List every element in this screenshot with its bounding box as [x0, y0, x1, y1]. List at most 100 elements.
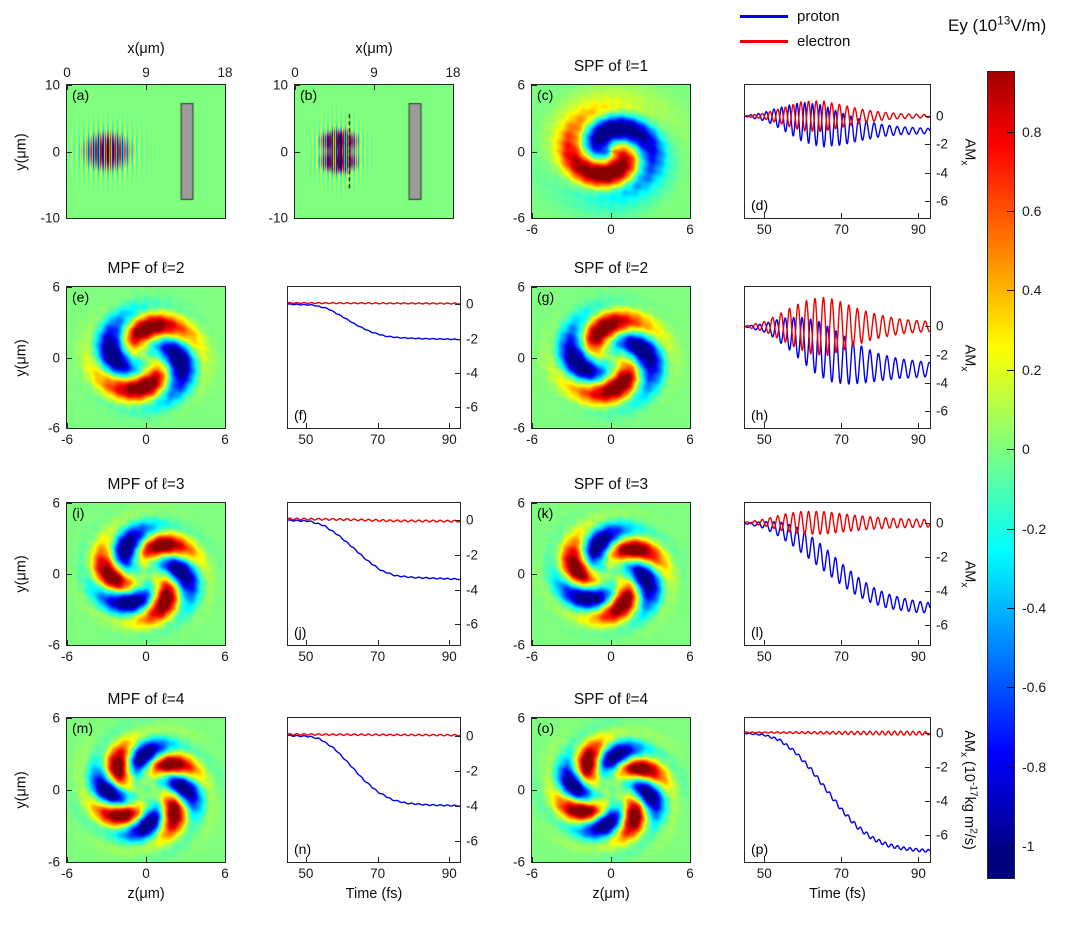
y-tick-label: -6	[466, 616, 479, 632]
x-tick-mark	[225, 85, 226, 90]
series-electron	[745, 510, 930, 535]
y-tick-mark	[455, 407, 460, 409]
line-plot-j	[288, 517, 460, 581]
x-tick-mark	[305, 857, 307, 862]
x-tick-mark	[611, 213, 612, 218]
y-axis-label: y(μm)	[14, 771, 30, 809]
y-tick-label: -6	[936, 193, 949, 209]
series-electron	[745, 296, 930, 357]
x-tick-mark	[690, 857, 691, 862]
x-tick-label: 0	[607, 222, 615, 237]
panel-title: SPF of ℓ=3	[573, 476, 649, 493]
y-axis-label: y(μm)	[14, 338, 30, 377]
y-tick-label: 0	[936, 515, 944, 531]
series-proton	[745, 732, 930, 853]
x-tick-mark	[611, 640, 612, 645]
x-tick-mark	[532, 423, 533, 428]
y-tick-mark	[925, 326, 930, 328]
y-tick-mark	[532, 287, 537, 288]
series-proton	[745, 101, 930, 148]
series-proton	[288, 519, 460, 581]
colorbar-gradient	[988, 72, 1014, 878]
x-tick-label: 90	[441, 649, 457, 664]
y-tick-mark	[455, 589, 460, 591]
x-tick-label: 50	[756, 222, 772, 237]
x-tick-label: 6	[221, 432, 229, 447]
panel-letter-label: (k)	[537, 505, 554, 521]
y-tick-mark	[67, 357, 72, 359]
x-tick-mark	[67, 640, 68, 645]
colorbar-tick-label: 0	[1022, 441, 1030, 458]
colorbar-tick-label: -0.6	[1022, 679, 1047, 696]
x-tick-mark	[146, 85, 147, 90]
y-tick-label: 0	[466, 296, 474, 312]
electron-line-swatch	[740, 40, 788, 43]
panel-letter-label: (e)	[72, 289, 90, 305]
y-tick-mark	[67, 790, 72, 791]
y-tick-label: -6	[936, 403, 949, 419]
y-tick-mark	[532, 862, 537, 863]
y-tick-label: -6	[47, 637, 60, 653]
colorbar-title: Ey (1013V/m)	[948, 13, 1047, 35]
colorbar-tick-mark	[1007, 290, 1014, 292]
vortex-field-canvas-m	[67, 718, 225, 862]
panel-title: MPF of ℓ=3	[107, 476, 185, 493]
panel-b: 0 9 18 -10 0 10 (b) x(μm)	[268, 41, 460, 226]
series-electron	[288, 517, 460, 523]
vortex-field-canvas-g	[532, 287, 690, 428]
x-tick-label: 70	[833, 649, 849, 664]
line-plot-f	[288, 301, 460, 341]
y-tick-mark	[67, 574, 72, 575]
vortex-field-canvas-i	[67, 503, 225, 645]
panel-letter-label: (d)	[751, 197, 769, 213]
y-tick-mark	[925, 624, 930, 626]
x-axis-label: z(μm)	[592, 886, 630, 902]
y-tick-label: -6	[47, 854, 60, 870]
y-tick-mark	[925, 144, 930, 146]
colorbar-tick-mark	[1007, 687, 1014, 689]
vortex-field-canvas-e	[67, 287, 225, 428]
y-tick-label: -6	[512, 854, 525, 870]
y-tick-label: -4	[936, 165, 949, 181]
y-tick-mark	[532, 574, 537, 575]
x-tick-mark	[374, 85, 375, 90]
x-tick-mark	[918, 423, 920, 428]
x-tick-mark	[449, 857, 451, 862]
panel-i: -6 0 6 -6 0 6 MPF of ℓ=3 (i) y(μm)	[14, 476, 229, 664]
x-tick-label: -6	[525, 432, 539, 447]
colorbar-tick-label: 0.8	[1022, 123, 1042, 140]
y-tick-mark	[532, 218, 537, 219]
colorbar-tick-label: 0.6	[1022, 202, 1042, 219]
y-tick-label: 6	[517, 77, 525, 93]
colorbar-tick-label: -0.4	[1022, 600, 1047, 616]
series-proton	[288, 303, 460, 341]
x-tick-label: 18	[445, 65, 461, 80]
y-tick-mark	[295, 85, 300, 86]
x-tick-mark	[67, 423, 68, 428]
series-electron	[288, 732, 460, 737]
x-tick-label: 9	[142, 65, 150, 80]
y-tick-label: -2	[936, 759, 949, 775]
x-tick-mark	[225, 640, 226, 645]
panel-letter-label: (i)	[72, 505, 85, 521]
y-tick-mark	[532, 151, 537, 153]
x-tick-mark	[295, 85, 296, 90]
x-tick-label: 90	[910, 432, 926, 447]
x-tick-label: 6	[221, 649, 229, 664]
colorbar-tick-mark	[1007, 131, 1014, 133]
panel-p: 50 70 90 0 -2 -4 -6 (p) AMx (10-17kg m2/s) Time (…	[744, 717, 979, 902]
x-tick-label: 50	[756, 649, 772, 664]
x-tick-label: 0	[142, 432, 150, 447]
x-axis-label: x(μm)	[127, 41, 165, 57]
x-tick-label: 0	[607, 649, 615, 664]
y-tick-label: 0	[517, 144, 525, 159]
y-tick-mark	[295, 218, 300, 219]
x-tick-label: 6	[221, 866, 229, 881]
y-tick-mark	[532, 85, 537, 86]
y-tick-label: -6	[47, 420, 60, 436]
x-tick-mark	[532, 213, 533, 218]
panel-title: SPF of ℓ=2	[573, 260, 649, 277]
y-tick-mark	[925, 767, 930, 769]
y-tick-label: 0	[280, 144, 288, 159]
y-tick-mark	[455, 304, 460, 306]
